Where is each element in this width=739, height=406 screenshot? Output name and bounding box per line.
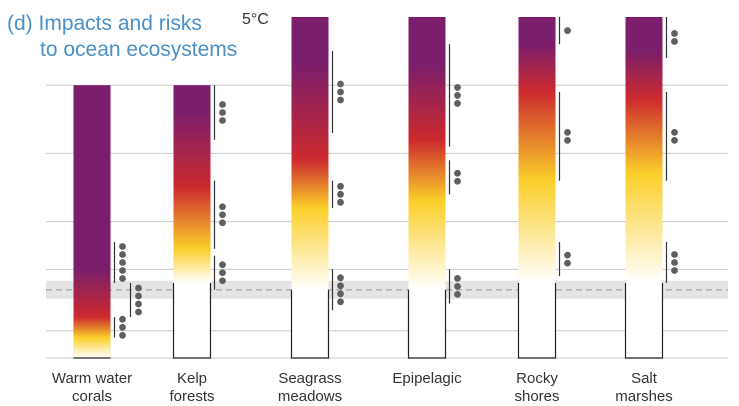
confidence-dot-1-2-2 [219, 117, 226, 124]
y-tick-label-5c: 5°C [242, 11, 269, 28]
confidence-dot-2-2-0 [337, 80, 344, 88]
confidence-dot-0-2-1 [119, 251, 126, 258]
confidence-dot-1-0-2 [219, 277, 226, 285]
confidence-dot-4-1-0 [564, 128, 571, 136]
confidence-dot-2-0-3 [337, 298, 344, 306]
confidence-dot-5-2-0 [671, 30, 678, 37]
confidence-dot-5-1-1 [671, 136, 678, 144]
confidence-dot-2-1-0 [337, 182, 344, 190]
confidence-dot-0-2-2 [119, 259, 126, 266]
confidence-dot-1-2-0 [219, 101, 226, 108]
bar-1 [173, 85, 211, 358]
confidence-dot-4-0-1 [564, 259, 571, 267]
confidence-dot-4-0-0 [564, 251, 571, 259]
confidence-dot-2-2-2 [337, 96, 344, 104]
confidence-dot-1-0-1 [219, 269, 226, 277]
confidence-dot-4-1-1 [564, 136, 571, 144]
confidence-dot-0-1-2 [135, 300, 142, 308]
confidence-markers [113, 17, 678, 339]
confidence-dot-3-0-0 [454, 274, 461, 282]
reference-band [46, 280, 728, 299]
bar-outline-2 [290, 289, 330, 359]
confidence-dot-3-0-2 [454, 290, 461, 298]
confidence-dot-1-2-1 [219, 109, 226, 116]
confidence-dot-3-1-0 [454, 169, 461, 177]
confidence-dot-1-1-0 [219, 203, 226, 211]
confidence-dot-0-2-3 [119, 267, 126, 274]
category-label-2-0: Seagrass [278, 370, 341, 387]
confidence-dot-3-0-1 [454, 282, 461, 290]
category-label-5-0: Salt [631, 370, 658, 387]
bar-outline-1 [172, 282, 212, 359]
gridlines [46, 84, 728, 359]
confidence-dot-0-2-0 [119, 243, 126, 250]
confidence-dot-1-1-1 [219, 211, 226, 219]
confidence-dot-0-1-1 [135, 292, 142, 300]
confidence-dot-0-1-3 [135, 308, 142, 316]
confidence-dot-3-1-1 [454, 177, 461, 185]
bar-2 [291, 17, 329, 358]
confidence-dot-2-0-0 [337, 274, 344, 282]
category-label-5-1: marshes [615, 388, 673, 405]
category-label-0-0: Warm water [52, 370, 132, 387]
confidence-dot-3-2-0 [454, 84, 461, 91]
category-label-4-0: Rocky [516, 370, 558, 387]
confidence-dot-5-0-1 [671, 259, 678, 266]
bar-4 [518, 17, 556, 358]
bar-outline-5 [624, 282, 664, 359]
confidence-dot-5-0-2 [671, 267, 678, 274]
confidence-dot-3-2-2 [454, 100, 461, 107]
chart-title-line-1: (d) Impacts and risks [7, 12, 202, 35]
confidence-dot-5-1-0 [671, 128, 678, 136]
confidence-dot-1-1-2 [219, 219, 226, 227]
category-label-1-0: Kelp [177, 370, 207, 387]
category-label-1-1: forests [169, 388, 214, 405]
confidence-dot-5-0-0 [671, 251, 678, 258]
category-label-2-1: meadows [278, 388, 342, 405]
confidence-dot-0-0-0 [119, 315, 126, 323]
confidence-dot-0-0-1 [119, 323, 126, 331]
bar-5 [625, 17, 663, 358]
confidence-dot-3-2-1 [454, 92, 461, 99]
confidence-dot-4-2-0 [564, 27, 571, 35]
bar-3 [408, 17, 446, 358]
category-label-0-1: corals [72, 388, 112, 405]
bars [73, 17, 664, 359]
confidence-dot-2-1-1 [337, 190, 344, 198]
confidence-dot-2-0-1 [337, 282, 344, 290]
confidence-dot-0-0-2 [119, 331, 126, 339]
confidence-dot-2-0-2 [337, 290, 344, 298]
bar-outline-3 [407, 289, 447, 359]
confidence-dot-5-2-1 [671, 38, 678, 45]
bar-0 [73, 85, 111, 358]
bar-outline-4 [517, 282, 557, 359]
category-label-4-1: shores [514, 388, 559, 405]
category-label-3-0: Epipelagic [392, 370, 462, 387]
confidence-dot-2-1-2 [337, 198, 344, 206]
chart-title-line-2: to ocean ecosystems [40, 38, 237, 61]
confidence-dot-0-2-4 [119, 275, 126, 282]
confidence-dot-1-0-0 [219, 261, 226, 269]
confidence-dot-0-1-0 [135, 284, 142, 292]
confidence-dot-2-2-1 [337, 88, 344, 96]
